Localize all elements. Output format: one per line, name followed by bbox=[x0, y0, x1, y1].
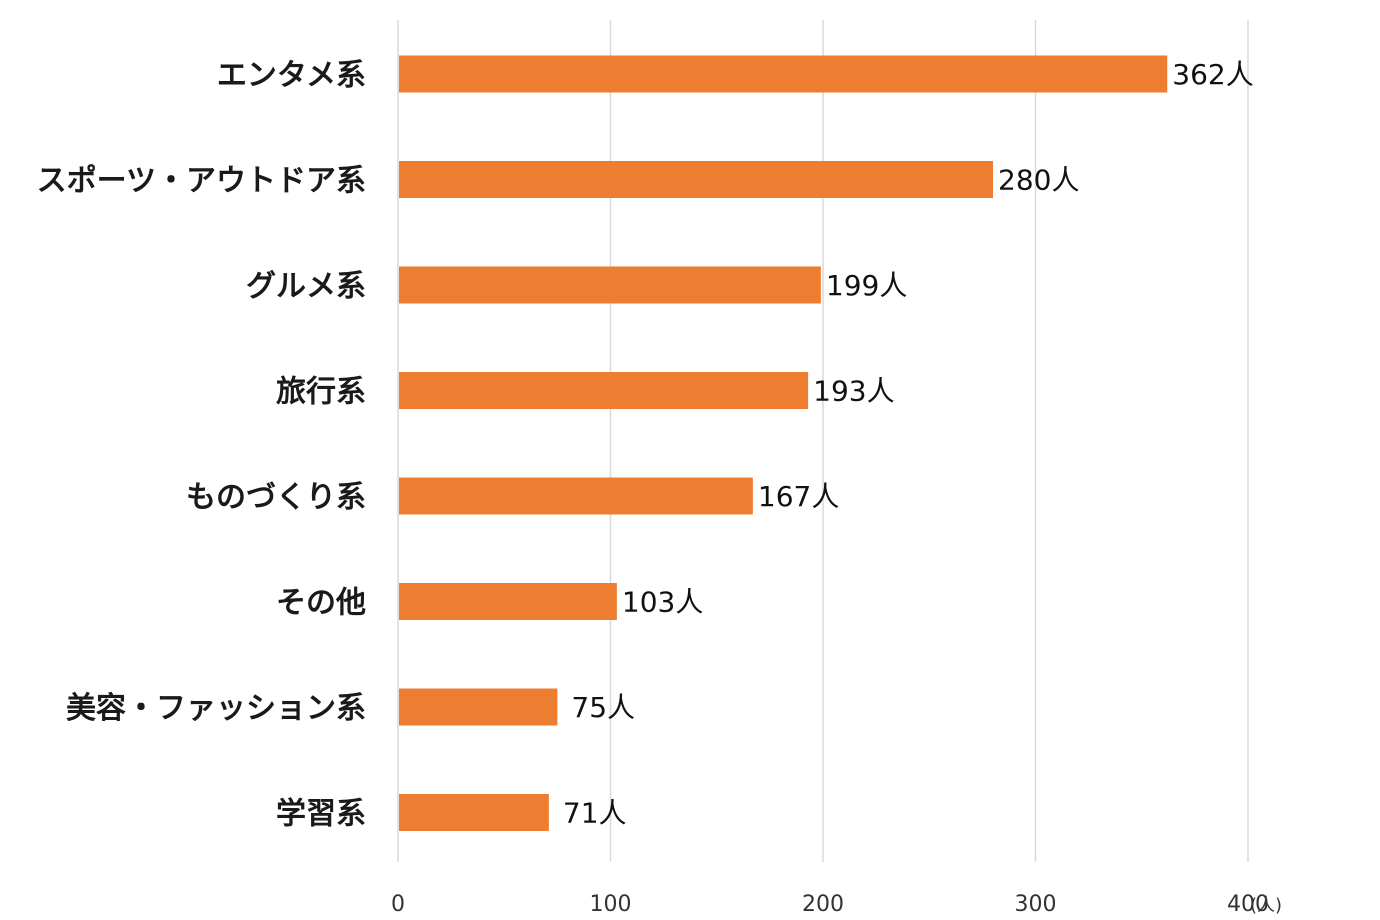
data-label: 280人 bbox=[998, 164, 1079, 197]
bar bbox=[399, 794, 549, 831]
bar bbox=[399, 266, 821, 304]
bars bbox=[399, 55, 1168, 831]
x-tick-label: 300 bbox=[1015, 892, 1057, 917]
x-axis-unit: (人) bbox=[1250, 895, 1282, 916]
x-tick-label: 100 bbox=[590, 892, 632, 917]
data-label: 199人 bbox=[826, 269, 907, 302]
category-label: エンタメ系 bbox=[217, 58, 366, 93]
bar bbox=[399, 372, 809, 409]
category-label: 美容・ファッション系 bbox=[66, 691, 366, 726]
data-label: 75人 bbox=[571, 691, 635, 724]
category-label: ものづくり系 bbox=[186, 480, 366, 515]
category-labels: エンタメ系スポーツ・アウトドア系グルメ系旅行系ものづくり系その他美容・ファッショ… bbox=[37, 58, 366, 832]
data-label: 167人 bbox=[758, 480, 839, 513]
category-label: その他 bbox=[276, 586, 366, 621]
x-tick-label: 200 bbox=[802, 892, 844, 917]
data-label: 362人 bbox=[1172, 58, 1253, 91]
x-tick-label: 0 bbox=[391, 892, 405, 917]
bar bbox=[399, 55, 1168, 93]
bar bbox=[399, 477, 753, 515]
data-label: 193人 bbox=[813, 375, 894, 408]
bar bbox=[399, 688, 558, 726]
category-label: スポーツ・アウトドア系 bbox=[37, 164, 366, 199]
category-label: グルメ系 bbox=[246, 269, 366, 304]
bar bbox=[399, 161, 993, 198]
x-tick-label: 400 bbox=[1227, 892, 1269, 917]
x-axis-ticks: 0 100 200 300 400 bbox=[391, 892, 1269, 917]
data-labels: 362人 280人 199人 193人 167人 103人 75人 71人 bbox=[563, 58, 1254, 830]
bar bbox=[399, 583, 617, 620]
gridlines bbox=[397, 20, 1249, 862]
category-label: 旅行系 bbox=[276, 375, 366, 410]
data-label: 103人 bbox=[622, 586, 703, 619]
data-label: 71人 bbox=[563, 797, 627, 830]
category-label: 学習系 bbox=[276, 797, 366, 832]
